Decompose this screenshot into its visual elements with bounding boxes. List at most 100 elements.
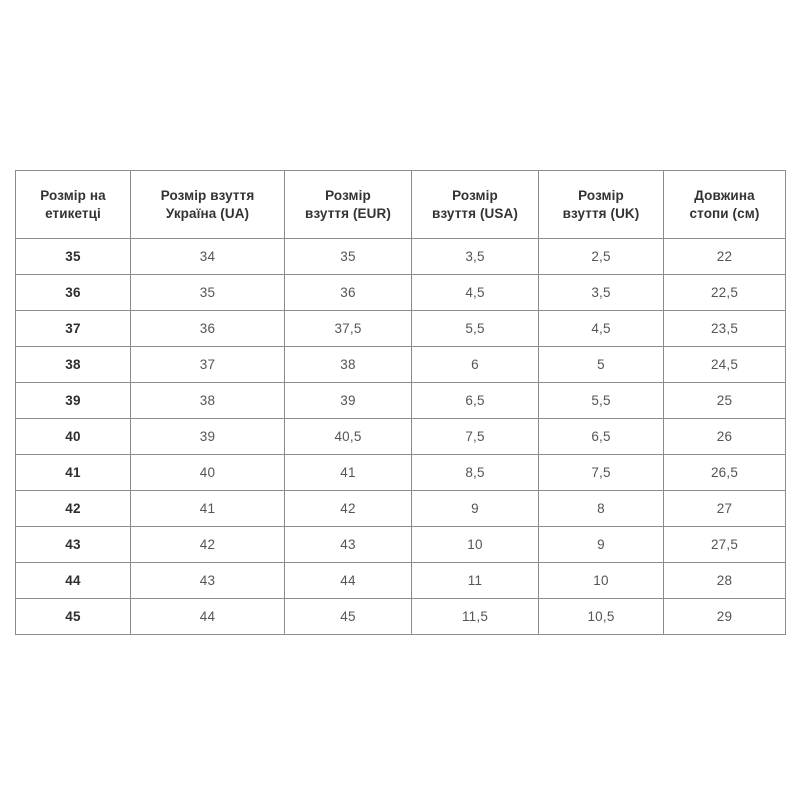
- table-row: 40 39 40,5 7,5 6,5 26: [15, 418, 786, 455]
- cell-value: 3,5: [411, 238, 539, 275]
- column-header-line: Розмір на: [40, 187, 106, 203]
- cell-label-size: 42: [15, 490, 131, 527]
- header-row: Розмір на етикетці Розмір взуття Україна (U…: [15, 170, 786, 239]
- cell-value: 40: [130, 454, 285, 491]
- cell-value: 9: [411, 490, 539, 527]
- column-header-line: Україна (UA): [165, 205, 250, 221]
- table-row: 37 36 37,5 5,5 4,5 23,5: [15, 310, 786, 347]
- table-row: 43 42 43 10 9 27,5: [15, 526, 786, 563]
- column-header-line: етикетці: [45, 205, 101, 221]
- cell-label-size: 41: [15, 454, 131, 491]
- cell-value: 11: [411, 562, 539, 599]
- shoe-size-conversion-table: Розмір на етикетці Розмір взуття Україна (U…: [15, 170, 786, 635]
- cell-value: 26,5: [663, 454, 786, 491]
- table-header: Розмір на етикетці Розмір взуття Україна (U…: [15, 170, 786, 239]
- cell-value: 2,5: [538, 238, 664, 275]
- cell-value: 39: [130, 418, 285, 455]
- cell-value: 38: [130, 382, 285, 419]
- cell-label-size: 36: [15, 274, 131, 311]
- cell-value: 11,5: [411, 598, 539, 635]
- cell-value: 29: [663, 598, 786, 635]
- column-header-line: Довжина: [694, 187, 755, 203]
- cell-value: 8,5: [411, 454, 539, 491]
- cell-label-size: 44: [15, 562, 131, 599]
- column-header-5: Довжина стопи (см): [663, 170, 786, 239]
- column-header-line: стопи (см): [689, 205, 760, 221]
- cell-value: 24,5: [663, 346, 786, 383]
- cell-value: 10: [538, 562, 664, 599]
- cell-value: 4,5: [411, 274, 539, 311]
- cell-value: 8: [538, 490, 664, 527]
- column-header-4: Розмір взуття (UK): [538, 170, 664, 239]
- cell-value: 36: [130, 310, 285, 347]
- cell-value: 22: [663, 238, 786, 275]
- cell-value: 45: [284, 598, 412, 635]
- cell-value: 36: [284, 274, 412, 311]
- cell-value: 43: [284, 526, 412, 563]
- cell-value: 26: [663, 418, 786, 455]
- column-header-line: Розмір взуття: [160, 187, 255, 203]
- cell-value: 3,5: [538, 274, 664, 311]
- cell-value: 44: [284, 562, 412, 599]
- size-chart-container: Розмір на етикетці Розмір взуття Україна (U…: [15, 170, 786, 635]
- cell-value: 25: [663, 382, 786, 419]
- cell-value: 27: [663, 490, 786, 527]
- cell-value: 42: [284, 490, 412, 527]
- cell-value: 7,5: [411, 418, 539, 455]
- cell-value: 40,5: [284, 418, 412, 455]
- table-row: 45 44 45 11,5 10,5 29: [15, 598, 786, 635]
- cell-value: 44: [130, 598, 285, 635]
- cell-label-size: 45: [15, 598, 131, 635]
- cell-value: 37: [130, 346, 285, 383]
- cell-value: 6: [411, 346, 539, 383]
- cell-value: 38: [284, 346, 412, 383]
- cell-label-size: 40: [15, 418, 131, 455]
- cell-value: 6,5: [538, 418, 664, 455]
- cell-value: 10: [411, 526, 539, 563]
- column-header-line: взуття (EUR): [305, 205, 391, 221]
- cell-value: 43: [130, 562, 285, 599]
- column-header-3: Розмір взуття (USA): [411, 170, 539, 239]
- table-row: 36 35 36 4,5 3,5 22,5: [15, 274, 786, 311]
- cell-label-size: 38: [15, 346, 131, 383]
- cell-value: 35: [130, 274, 285, 311]
- cell-value: 4,5: [538, 310, 664, 347]
- cell-value: 23,5: [663, 310, 786, 347]
- cell-value: 27,5: [663, 526, 786, 563]
- cell-value: 5,5: [411, 310, 539, 347]
- cell-value: 42: [130, 526, 285, 563]
- cell-value: 39: [284, 382, 412, 419]
- cell-value: 22,5: [663, 274, 786, 311]
- table-row: 38 37 38 6 5 24,5: [15, 346, 786, 383]
- cell-value: 28: [663, 562, 786, 599]
- cell-value: 6,5: [411, 382, 539, 419]
- cell-value: 41: [284, 454, 412, 491]
- table-body: 35 34 35 3,5 2,5 22 36 35 36 4,5 3,5 22,5 37 36 37,5 5,…: [15, 238, 786, 635]
- cell-value: 41: [130, 490, 285, 527]
- cell-label-size: 43: [15, 526, 131, 563]
- table-row: 35 34 35 3,5 2,5 22: [15, 238, 786, 275]
- cell-value: 10,5: [538, 598, 664, 635]
- cell-value: 5: [538, 346, 664, 383]
- table-row: 42 41 42 9 8 27: [15, 490, 786, 527]
- table-row: 44 43 44 11 10 28: [15, 562, 786, 599]
- column-header-2: Розмір взуття (EUR): [284, 170, 412, 239]
- column-header-0: Розмір на етикетці: [15, 170, 131, 239]
- cell-value: 34: [130, 238, 285, 275]
- cell-label-size: 35: [15, 238, 131, 275]
- table-row: 41 40 41 8,5 7,5 26,5: [15, 454, 786, 491]
- column-header-line: Розмір: [578, 187, 624, 203]
- cell-value: 35: [284, 238, 412, 275]
- column-header-1: Розмір взуття Україна (UA): [130, 170, 285, 239]
- cell-value: 5,5: [538, 382, 664, 419]
- cell-value: 37,5: [284, 310, 412, 347]
- column-header-line: взуття (UK): [562, 205, 640, 221]
- cell-label-size: 37: [15, 310, 131, 347]
- table-row: 39 38 39 6,5 5,5 25: [15, 382, 786, 419]
- cell-value: 9: [538, 526, 664, 563]
- column-header-line: Розмір: [325, 187, 371, 203]
- column-header-line: взуття (USA): [432, 205, 518, 221]
- column-header-line: Розмір: [452, 187, 498, 203]
- cell-label-size: 39: [15, 382, 131, 419]
